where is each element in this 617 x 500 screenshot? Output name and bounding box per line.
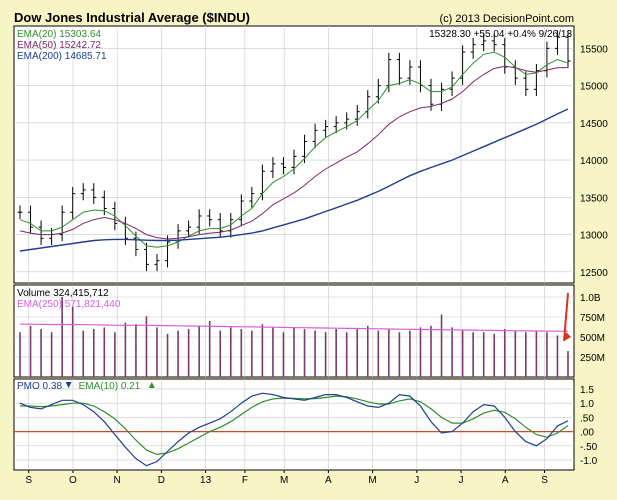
price-ytick-label: 13000 [580,231,608,242]
x-tick-label: M [280,475,288,486]
x-tick-label: J [414,475,419,486]
volume-legend-item: EMA(250) 571,821,440 [17,299,121,310]
volume-ytick-label: 250M [580,353,605,364]
volume-legend-item: Volume 324,415,712 [17,288,109,299]
x-tick-label: D [158,475,165,486]
pmo-line [19,392,569,467]
chart-title: Dow Jones Industrial Average ($INDU) [14,10,250,25]
price-legend-item: EMA(50) 15242.72 [17,40,101,51]
ema-line-2 [19,65,569,240]
ema-line-3 [19,108,569,252]
price-legend-item: EMA(20) 15303.64 [17,29,101,40]
x-tick-label: N [114,475,121,486]
x-tick-label: F [242,475,248,486]
pmo-legend-item: PMO 0.38 [17,381,62,392]
volume-ytick-label: 750M [580,313,605,324]
volume-ytick-label: 1.0B [580,293,601,304]
x-tick-label: A [502,475,509,486]
pmo-ytick-label: -.50 [580,442,598,453]
price-ytick-label: 15000 [580,82,608,93]
volume-ema-line [20,323,568,332]
x-tick-label: M [368,475,376,486]
pmo-ytick-label: -1.0 [580,456,598,467]
pmo-down-arrow-icon [65,382,72,388]
ema-line-1 [19,51,569,248]
pmo-ytick-label: .50 [580,413,594,424]
volume-panel: 1.0B 750M 500M 250M Volume 324,415,712EMA(25… [13,284,605,378]
x-tick-label: 13 [200,475,212,486]
copyright-text: (c) 2013 DecisionPoint.com [439,13,574,25]
pmo-ytick-label: .00 [580,428,594,439]
x-tick-label: S [25,475,32,486]
price-ytick-label: 14000 [580,156,608,167]
x-tick-label: A [325,475,332,486]
price-ytick-label: 12500 [580,268,608,279]
x-tick-label: S [541,475,548,486]
price-ytick-label: 14500 [580,119,608,130]
pmo-ytick-label: 1.0 [580,399,594,410]
pmo-legend-item: EMA(10) 0.21 [79,381,141,392]
pmo-panel: 1.5 1.0 .50 .00 -.50 -1.0 PMO 0.38 EMA(10) 0.21 [13,378,598,471]
pmo-up-arrow-icon [148,382,155,388]
price-panel: 15500 15000 14500 14000 13500 13000 12500 EMA(2… [13,25,608,284]
annotation-arrow-head [564,332,571,341]
x-axis: S O N D 13 F M A M J J A S [25,470,548,486]
price-legend-item: EMA(200) 14685.71 [17,51,107,62]
price-ytick-label: 13500 [580,193,608,204]
x-tick-label: O [69,475,77,486]
volume-ytick-label: 500M [580,333,605,344]
pmo-ytick-label: 1.5 [580,385,594,396]
x-tick-label: J [459,475,464,486]
price-quote: 15328.30 +55.04 +0.4% 9/26/13 [429,29,572,40]
annotation-arrow [563,292,569,342]
pmo-frame [13,378,575,471]
price-ytick-label: 15500 [580,44,608,55]
